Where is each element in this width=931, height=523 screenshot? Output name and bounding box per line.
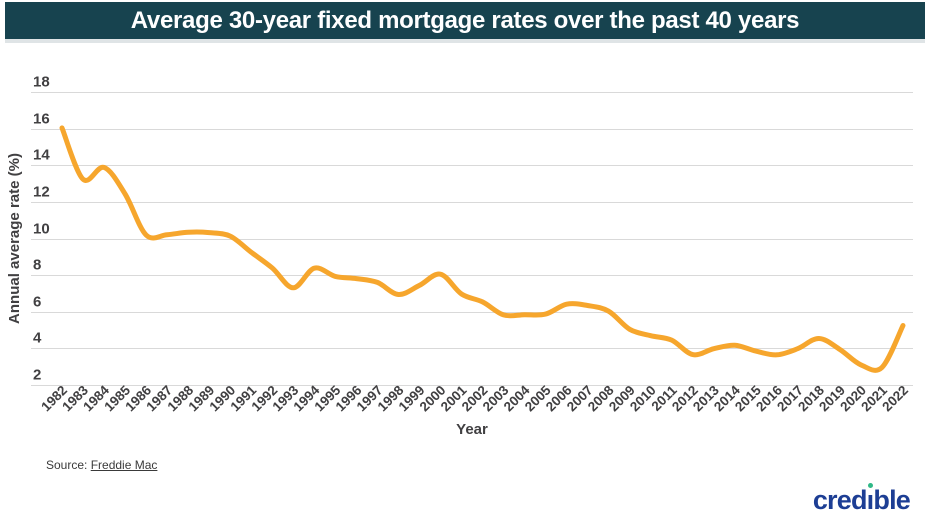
logo-letter-i: ı [867,482,874,514]
logo-text-end: ble [873,485,910,515]
logo-i-dot [868,482,874,488]
chart-title: Average 30-year fixed mortgage rates ove… [130,6,800,34]
credible-logo: cred ıble [812,482,911,515]
y-tick-label: 10 [33,221,50,238]
chart-title-bar: Average 30-year fixed mortgage rates ove… [5,2,925,39]
y-tick-label: 14 [33,147,50,164]
y-tick-label: 4 [33,330,42,347]
y-tick-label: 2 [33,367,41,384]
source-note: Source: Freddie Mac [46,458,157,472]
y-axis-title: Annual average rate (%) [6,153,23,324]
y-tick-label: 16 [33,111,50,128]
y-tick-label: 8 [33,257,41,274]
y-tick-label: 6 [33,294,41,311]
logo-text-start: cred [812,485,868,515]
x-axis-title: Year [456,421,488,438]
y-tick-label: 18 [33,74,50,91]
y-tick-label: 12 [33,184,50,201]
source-link[interactable]: Freddie Mac [90,458,158,472]
source-prefix: Source: [46,458,91,472]
rate-line [59,125,906,373]
